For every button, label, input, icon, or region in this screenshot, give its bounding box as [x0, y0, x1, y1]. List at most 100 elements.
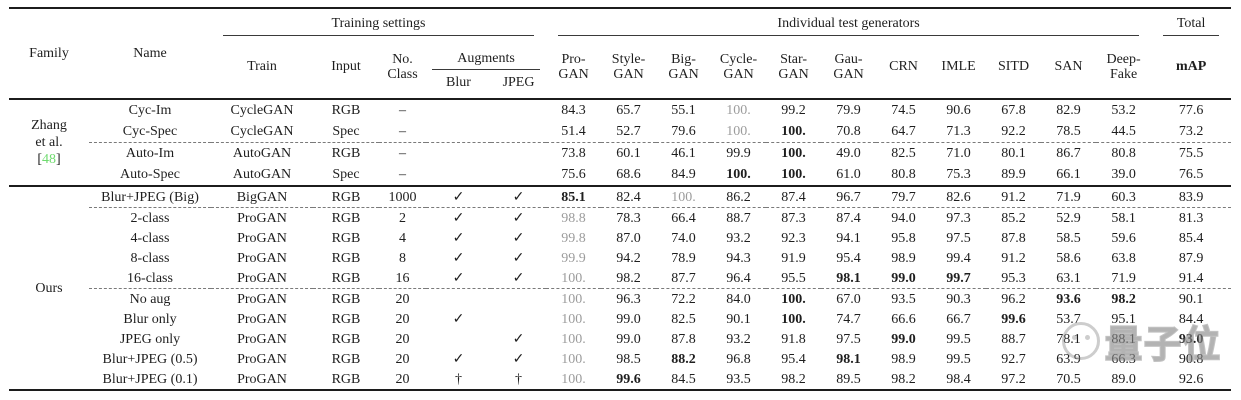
table-row: Auto-Spec AutoGAN Spec – 75.6 68.6 84.9 100. 100…: [9, 164, 1231, 186]
value-cell: 92.7: [1001, 351, 1026, 367]
map-cell: 76.5: [1178, 167, 1204, 182]
col-header-progan: Pro- GAN: [558, 52, 589, 82]
value-cell: 99.0: [616, 331, 641, 347]
name-cell: Blur only: [123, 311, 177, 327]
jpeg-augment-cell: ✓: [512, 250, 525, 266]
map-cell: 90.8: [1178, 351, 1204, 367]
value-cell: 66.4: [671, 210, 696, 226]
input-cell: RGB: [313, 268, 379, 289]
value-cell: 99.4: [946, 250, 971, 266]
table-row: Ours Blur+JPEG (Big) BigGAN RGB 1000 ✓ ✓ 85.1 82…: [9, 186, 1232, 296]
name-cell: Auto-Im: [125, 146, 175, 161]
value-cell: 53.7: [1056, 311, 1081, 327]
value-cell: 85.2: [1001, 210, 1026, 226]
train-cell: ProGAN: [237, 250, 287, 266]
col-header-crn: CRN: [889, 59, 918, 74]
family-cell: Ours: [35, 280, 63, 296]
input-cell: RGB: [331, 311, 361, 327]
table-row: Auto-Im AutoGAN RGB – 73.8 60.1 46.1 99.9 100. 49…: [9, 143, 1231, 165]
jpeg-augment-cell: ✓: [491, 268, 547, 289]
value-cell: 44.5: [1096, 121, 1152, 143]
value-cell: 87.8: [671, 331, 696, 347]
value-cell: 98.9: [891, 250, 916, 266]
input-cell: RGB: [331, 146, 361, 161]
blur-augment-cell: [426, 121, 491, 143]
value-cell: 51.4: [546, 121, 602, 143]
col-header-deepfake: Deep- Fake: [1106, 52, 1141, 82]
table-row: JPEG only ProGAN RGB 20 ✓ 100. 99.0 87.8 93.2 91.…: [9, 329, 1231, 349]
value-cell: 99.6: [1001, 311, 1026, 327]
table-row: 16-class ProGAN RGB 16 ✓ ✓ 100. 98.2 87.7 96.4 95.…: [9, 268, 1232, 289]
value-cell: 91.8: [781, 331, 806, 347]
value-cell: 95.1: [1111, 311, 1136, 327]
value-cell: 70.5: [1056, 371, 1081, 387]
col-header-input: Input: [331, 59, 361, 74]
value-cell: 94.1: [836, 230, 861, 246]
input-cell: RGB: [331, 103, 361, 118]
value-cell: 65.7: [616, 103, 641, 118]
value-cell: 71.9: [1096, 268, 1152, 289]
value-cell: 68.6: [616, 167, 641, 182]
jpeg-augment-cell: ✓: [512, 351, 525, 367]
value-cell: 100.: [726, 167, 751, 182]
name-cell: 4-class: [130, 230, 170, 246]
col-header-stylegan: Style- GAN: [611, 52, 646, 82]
table-row: 8-class ProGAN RGB 8 ✓ ✓ 99.9 94.2 78.9 94.3 91.9 9…: [9, 248, 1231, 268]
col-header-family: Family: [29, 45, 69, 61]
value-cell: 99.5: [946, 351, 971, 367]
value-cell: 94.3: [726, 250, 751, 266]
value-cell: 78.1: [1056, 331, 1081, 347]
value-cell: 96.3: [616, 291, 641, 307]
value-cell: 99.2: [781, 103, 806, 118]
value-cell: 84.5: [671, 371, 696, 387]
family-cell: Zhang et al. [48]: [31, 118, 67, 167]
col-header-name: Name: [133, 45, 167, 61]
num-classes-cell: 8: [399, 250, 406, 266]
train-cell: ProGAN: [237, 230, 287, 246]
col-header-cyclegan: Cycle- GAN: [719, 52, 758, 82]
value-cell: 74.0: [671, 230, 696, 246]
train-cell: ProGAN: [237, 331, 287, 347]
num-classes-cell: –: [399, 103, 406, 118]
name-cell: Blur+JPEG (Big): [89, 186, 211, 208]
value-cell: 97.5: [946, 230, 971, 246]
value-cell: 95.5: [766, 268, 822, 289]
value-cell: 67.0: [836, 291, 861, 307]
value-cell: 98.2: [781, 371, 806, 387]
value-cell: 71.3: [931, 121, 987, 143]
value-cell: 89.0: [1111, 371, 1136, 387]
value-cell: 90.3: [946, 291, 971, 307]
value-cell: 59.6: [1111, 230, 1136, 246]
name-cell: 16-class: [89, 268, 211, 289]
value-cell: 99.9: [726, 146, 751, 161]
group-header-training-settings: Training settings: [211, 8, 546, 36]
value-cell: 100.: [561, 331, 586, 347]
value-cell: 67.8: [1001, 103, 1026, 118]
value-cell: 100.: [561, 291, 586, 307]
blur-augment-cell: ✓: [452, 311, 465, 327]
map-cell: 92.6: [1178, 371, 1204, 387]
value-cell: 80.1: [1001, 146, 1026, 161]
value-cell: 87.8: [1001, 230, 1026, 246]
value-cell: 100.: [781, 311, 806, 327]
name-cell: Cyc-Spec: [89, 121, 211, 143]
value-cell: 93.2: [726, 230, 751, 246]
value-cell: 92.3: [781, 230, 806, 246]
value-cell: 66.1: [1056, 167, 1081, 182]
name-cell: Blur+JPEG (0.5): [102, 351, 198, 367]
jpeg-augment-cell: †: [515, 371, 523, 387]
col-header-sitd: SITD: [997, 59, 1030, 74]
blur-augment-cell: †: [455, 371, 462, 387]
map-cell: 83.9: [1151, 186, 1232, 208]
value-cell: 46.1: [671, 146, 696, 161]
value-cell: 96.8: [726, 351, 751, 367]
jpeg-augment-cell: [491, 289, 546, 310]
value-cell: 98.1: [836, 351, 861, 367]
value-cell: 100.: [656, 186, 712, 208]
blur-augment-cell: ✓: [452, 250, 465, 266]
value-cell: 82.5: [891, 146, 916, 161]
value-cell: 94.2: [616, 250, 641, 266]
num-classes-cell: –: [379, 121, 426, 143]
map-cell: 91.4: [1151, 268, 1232, 289]
map-cell: 81.3: [1178, 210, 1204, 226]
